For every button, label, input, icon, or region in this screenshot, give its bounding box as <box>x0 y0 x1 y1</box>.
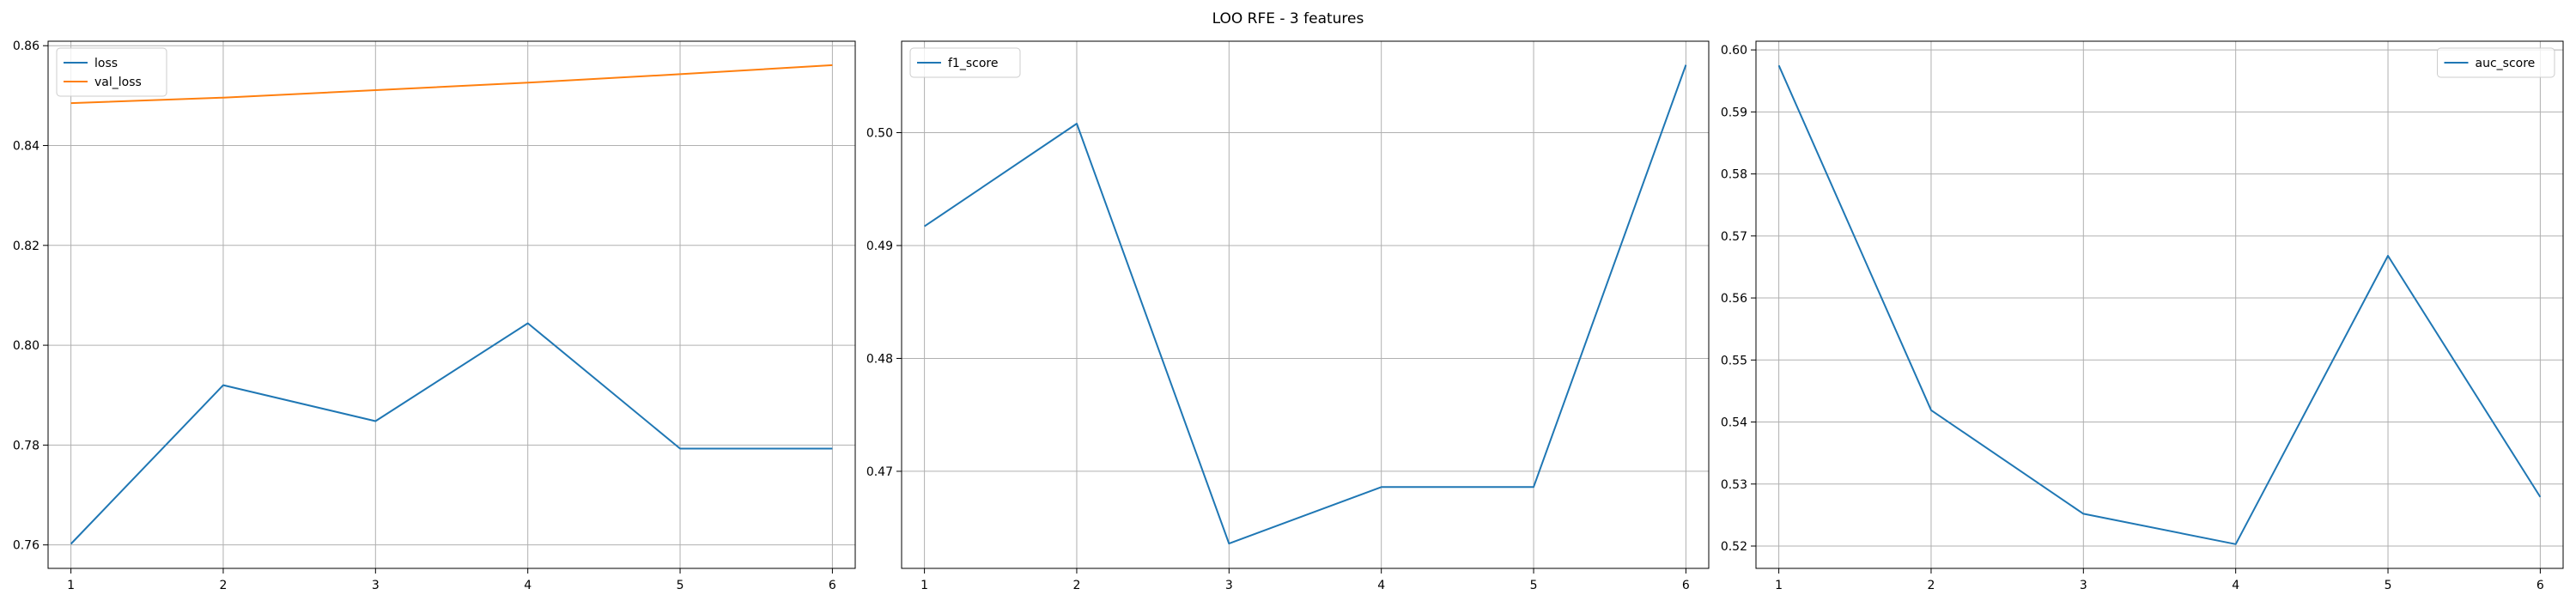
x-tick-label: 6 <box>829 579 836 592</box>
series-line-loss <box>70 322 833 545</box>
y-tick-label: 0.56 <box>1721 292 1747 306</box>
axes-frame <box>901 40 1710 569</box>
y-tick-label: 0.58 <box>1721 168 1747 182</box>
y-tick-label: 0.59 <box>1721 106 1747 119</box>
y-tick-label: 0.82 <box>13 240 39 253</box>
y-tick-label: 0.76 <box>13 539 39 553</box>
series-line-auc_score <box>1777 64 2542 545</box>
x-tick-label: 5 <box>1530 579 1538 592</box>
legend-label: auc_score <box>2476 57 2536 70</box>
legend: f1_score <box>909 47 1021 78</box>
x-tick-label: 4 <box>1377 579 1385 592</box>
y-tick-label: 0.84 <box>13 140 39 154</box>
series-line-f1_score <box>924 64 1687 545</box>
subplot-3: 1 2 3 4 5 6 0.52 0.53 0.54 0.55 0.56 0.57 0.58 0.59 0.… <box>1721 40 2564 592</box>
axes-frame <box>1755 40 2564 569</box>
legend-box <box>909 47 1021 78</box>
legend-label: f1_score <box>948 57 998 70</box>
legend-box <box>56 47 167 97</box>
subplot-2: 1 2 3 4 5 6 0.47 0.48 0.49 0.50 f1_score <box>866 40 1710 592</box>
y-tick-label: 0.86 <box>13 39 39 53</box>
y-tick-label: 0.53 <box>1721 478 1747 492</box>
x-tick-label: 4 <box>2232 579 2239 592</box>
figure-title: LOO RFE - 3 features <box>1212 10 1364 27</box>
x-tick-label: 1 <box>920 579 928 592</box>
x-tick-label: 6 <box>2537 579 2544 592</box>
x-tick-label: 5 <box>2385 579 2392 592</box>
x-tick-label: 2 <box>1073 579 1081 592</box>
x-tick-label: 4 <box>524 579 532 592</box>
x-tick-label: 2 <box>220 579 228 592</box>
legend-box <box>2437 47 2555 78</box>
legend-label: loss <box>94 57 118 70</box>
y-tick-label: 0.57 <box>1721 230 1747 244</box>
y-tick-label: 0.49 <box>866 240 893 253</box>
x-tick-label: 3 <box>372 579 380 592</box>
y-tick-label: 0.52 <box>1721 540 1747 554</box>
legend: loss val_loss <box>56 47 167 97</box>
subplots: 1 2 3 4 5 6 0.76 0.78 0.80 0.82 0.84 0.86 loss val_lo… <box>13 39 2564 592</box>
y-tick-label: 0.60 <box>1721 44 1747 58</box>
x-tick-label: 3 <box>2080 579 2087 592</box>
subplot-1: 1 2 3 4 5 6 0.76 0.78 0.80 0.82 0.84 0.86 loss val_lo… <box>13 39 856 592</box>
x-tick-label: 1 <box>1775 579 1783 592</box>
legend: auc_score <box>2437 47 2555 78</box>
x-tick-label: 6 <box>1682 579 1690 592</box>
x-tick-label: 5 <box>677 579 684 592</box>
axes-frame <box>47 40 856 569</box>
legend-label: val_loss <box>94 76 142 89</box>
y-tick-label: 0.78 <box>13 439 39 452</box>
y-tick-label: 0.80 <box>13 339 39 353</box>
y-tick-label: 0.47 <box>866 465 893 479</box>
y-tick-label: 0.54 <box>1721 416 1747 430</box>
y-tick-label: 0.48 <box>866 352 893 366</box>
x-tick-label: 1 <box>67 579 75 592</box>
x-tick-label: 3 <box>1225 579 1233 592</box>
y-tick-label: 0.55 <box>1721 354 1747 367</box>
y-tick-label: 0.50 <box>866 126 893 140</box>
series-line-val_loss <box>70 64 833 105</box>
x-tick-label: 2 <box>1928 579 1935 592</box>
